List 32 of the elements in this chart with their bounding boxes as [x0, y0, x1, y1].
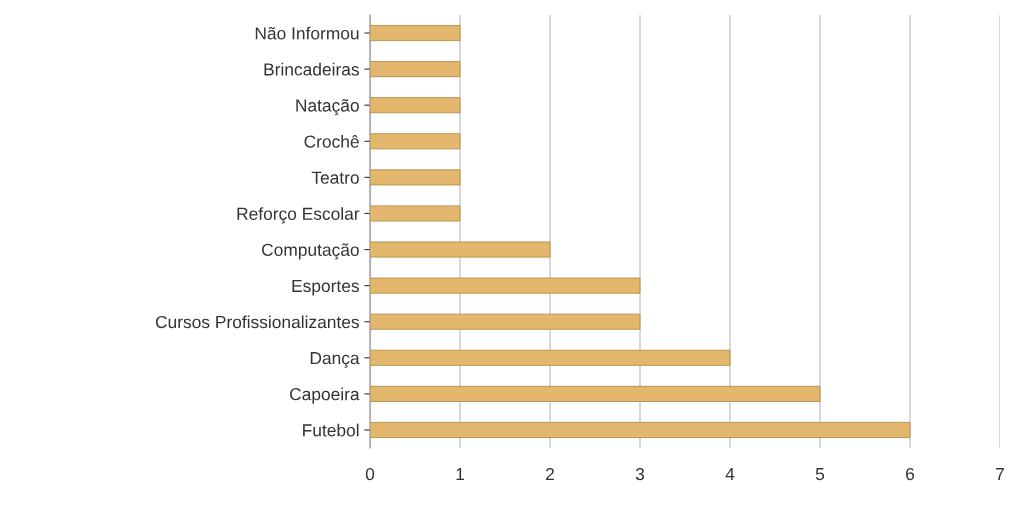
x-tick-label: 0: [365, 467, 375, 481]
bar: [370, 241, 551, 258]
y-tick-label: Capoeira: [290, 387, 360, 404]
x-tick-label: 4: [725, 468, 735, 481]
y-tick-label: Natação: [296, 99, 359, 116]
bar: [370, 97, 461, 114]
x-tick-label: 2: [546, 467, 554, 481]
y-tick-label: Futebol: [303, 423, 359, 437]
bar: [370, 169, 461, 186]
bar: [370, 61, 461, 78]
y-tick-label: Brincadeiras: [264, 62, 359, 76]
bar: [370, 205, 461, 222]
y-tick-label: Não Informou: [255, 26, 359, 40]
bar: [370, 385, 821, 402]
x-tick-label: 1: [456, 468, 464, 481]
y-tick-label: Esportes: [292, 279, 359, 296]
bar: [370, 133, 461, 150]
y-tick-label: Teatro: [311, 171, 359, 184]
bar: [370, 277, 641, 294]
y-tick-label: Reforço Escolar: [237, 207, 360, 224]
x-tick-label: 6: [906, 467, 915, 481]
bar: [370, 421, 911, 438]
y-tick-label: Dança: [310, 352, 360, 368]
y-tick-label: Cursos Profissionalizantes: [155, 315, 359, 329]
y-tick-label: Crochê: [304, 134, 359, 148]
x-tick-label: 5: [815, 468, 825, 481]
x-tick-label: 3: [635, 467, 645, 481]
y-tick-label: Computação: [262, 243, 359, 260]
bar: [370, 313, 641, 330]
x-tick-label: 7: [996, 468, 1004, 481]
bar: [370, 349, 731, 366]
bar: [370, 25, 461, 42]
